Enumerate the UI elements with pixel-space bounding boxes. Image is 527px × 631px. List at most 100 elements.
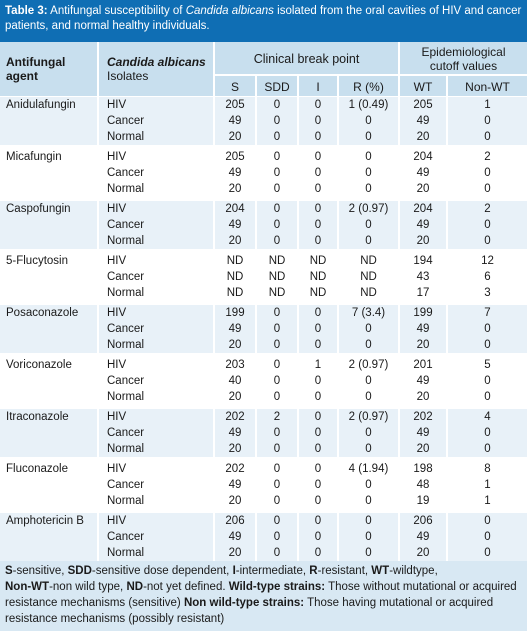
column-divider [255, 513, 257, 561]
cell-sdd: 0 [273, 115, 281, 127]
cell-non-wt: 4 [484, 411, 491, 423]
column-divider [213, 149, 215, 197]
cell-i: 0 [314, 391, 322, 403]
cell-sdd: 0 [273, 167, 281, 179]
cell-i: ND [309, 271, 327, 283]
cell-isolate: Cancer [107, 271, 145, 283]
caption-label: Table 3: [5, 5, 48, 17]
cell-non-wt: 1 [484, 495, 491, 507]
cell-isolate: Normal [107, 287, 145, 299]
agent-name: Amphotericin B [6, 515, 84, 527]
cell-wt: 49 [416, 219, 430, 231]
cell-r: 0 [365, 375, 372, 387]
column-divider [297, 305, 299, 353]
cell-sdd: 0 [273, 359, 281, 371]
cell-i: 0 [314, 339, 322, 351]
footnote-text: -not yet defined. [143, 581, 229, 593]
cell-r: 0 [365, 479, 372, 491]
footnote-abbrev: Non-WT [5, 581, 50, 593]
column-divider [297, 97, 299, 145]
cell-r: 0 [365, 515, 372, 527]
column-divider [97, 201, 99, 249]
cell-s: 49 [228, 115, 242, 127]
cell-wt: 20 [416, 183, 430, 195]
table-header: Antifungal agent Candida albicans Isolat… [0, 42, 527, 96]
column-divider [446, 409, 448, 457]
cell-sdd: 0 [273, 131, 281, 143]
cell-wt: 20 [416, 131, 430, 143]
cell-non-wt: 0 [484, 167, 491, 179]
cell-i: 1 [314, 359, 322, 371]
row-group-divider [0, 353, 527, 357]
cell-s: 20 [228, 235, 242, 247]
cell-r: 1 (0.49) [348, 99, 389, 111]
header-divider [213, 42, 215, 96]
cell-sdd: 0 [273, 323, 281, 335]
cell-non-wt: 0 [484, 339, 491, 351]
footnote-abbrev: ND [126, 581, 144, 593]
cell-i: 0 [314, 515, 322, 527]
column-divider [255, 409, 257, 457]
cell-r: 0 [365, 235, 372, 247]
cell-i: 0 [314, 203, 322, 215]
column-divider [337, 201, 339, 249]
column-divider [446, 305, 448, 353]
cell-r: 0 [365, 131, 372, 143]
agent-group: Anidulafungin HIV 205 0 0 1 (0.49) 205 1 Cancer 4… [0, 97, 527, 145]
cell-s: 20 [228, 183, 242, 195]
cell-i: 0 [314, 531, 322, 543]
cell-non-wt: 0 [484, 131, 491, 143]
column-divider [446, 149, 448, 197]
cell-wt: 17 [416, 287, 430, 299]
header-isolates-organism: Candida albicans [107, 55, 206, 69]
column-divider [255, 357, 257, 405]
col-header-r: R (%) [353, 80, 384, 94]
cell-r: 0 [365, 531, 372, 543]
cell-wt: 205 [413, 99, 433, 111]
cell-i: 0 [314, 99, 322, 111]
cell-non-wt: 0 [484, 115, 491, 127]
col-header-sdd: SDD [264, 80, 290, 94]
agent-group: Itraconazole HIV 202 2 0 2 (0.97) 202 4 Cancer 49… [0, 409, 527, 457]
footnote-abbrev: S [5, 565, 13, 577]
cell-isolate: Cancer [107, 375, 145, 387]
cell-i: 0 [314, 463, 322, 475]
cell-wt: 20 [416, 235, 430, 247]
cell-r: 2 (0.97) [348, 411, 389, 423]
column-divider [213, 357, 215, 405]
cell-wt: 20 [416, 443, 430, 455]
column-divider [97, 357, 99, 405]
cell-non-wt: 3 [484, 287, 491, 299]
cell-sdd: 0 [273, 203, 281, 215]
column-divider [398, 409, 400, 457]
cell-non-wt: 1 [484, 479, 491, 491]
cell-i: 0 [314, 307, 322, 319]
agent-name: Posaconazole [6, 307, 79, 319]
cell-sdd: 0 [273, 531, 281, 543]
column-divider [213, 201, 215, 249]
cell-isolate: Cancer [107, 479, 145, 491]
column-divider [337, 409, 339, 457]
cell-sdd: ND [268, 255, 286, 267]
cell-i: ND [309, 287, 327, 299]
cell-i: 0 [314, 375, 322, 387]
cell-sdd: 2 [273, 411, 281, 423]
cell-i: 0 [314, 235, 322, 247]
cell-sdd: 0 [273, 391, 281, 403]
cell-s: 202 [225, 463, 245, 475]
cell-s: ND [226, 271, 244, 283]
column-divider [213, 97, 215, 145]
cell-sdd: 0 [273, 151, 281, 163]
cell-sdd: 0 [273, 219, 281, 231]
cell-wt: 204 [413, 151, 433, 163]
cell-non-wt: 0 [484, 531, 491, 543]
column-divider [297, 409, 299, 457]
caption-organism: Candida albicans [185, 5, 274, 17]
cell-r: 0 [365, 443, 372, 455]
agent-group: Caspofungin HIV 204 0 0 2 (0.97) 204 2 Cancer 49 0… [0, 201, 527, 249]
table-footnote: S-sensitive, SDD-sensitive dose dependen… [0, 561, 527, 631]
cell-non-wt: 0 [484, 515, 491, 527]
cell-s: 49 [228, 479, 242, 491]
column-divider [446, 97, 448, 145]
cell-r: 0 [365, 151, 372, 163]
